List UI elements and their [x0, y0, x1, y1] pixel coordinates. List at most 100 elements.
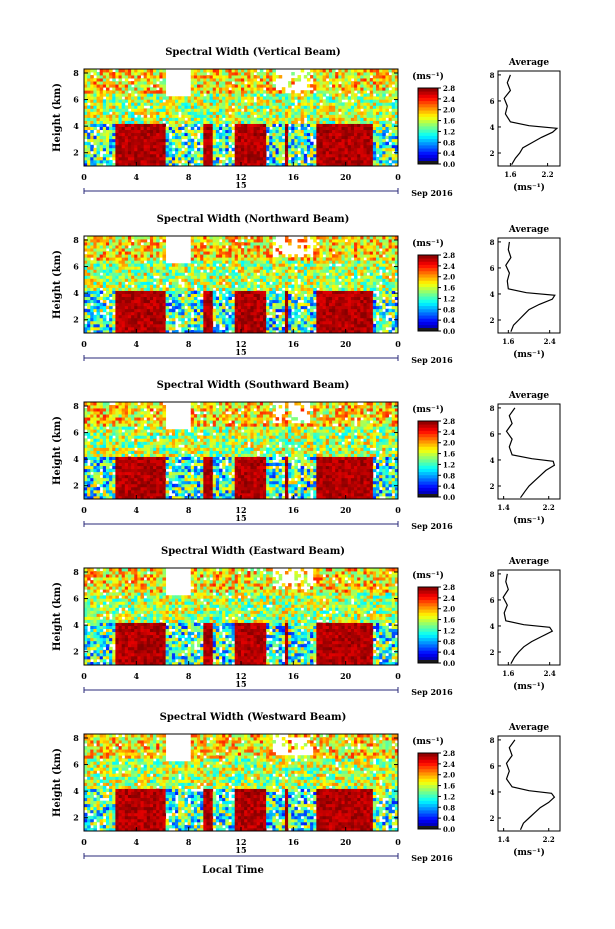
- heatmap-cell: [124, 117, 129, 121]
- heatmap-cell: [322, 111, 327, 115]
- heatmap-cell: [338, 75, 342, 79]
- heatmap-cell: [140, 153, 145, 158]
- heatmap-cell: [272, 78, 276, 82]
- heatmap-cell: [118, 69, 123, 73]
- heatmap-cell: [247, 329, 251, 334]
- heatmap-cell: [178, 96, 182, 100]
- heatmap-cell: [212, 87, 217, 91]
- heatmap-cell: [275, 269, 280, 273]
- heatmap-cell: [388, 132, 393, 137]
- heatmap-cell: [269, 254, 273, 258]
- heatmap-cell: [366, 126, 371, 131]
- heatmap-cell: [102, 308, 107, 313]
- heatmap-cell: [259, 284, 264, 288]
- heatmap-cell: [369, 105, 374, 109]
- heatmap-cell: [382, 117, 386, 121]
- heatmap-cell: [102, 323, 107, 328]
- heatmap-cell: [190, 87, 195, 91]
- heatmap-cell: [341, 117, 346, 121]
- heatmap-cell: [335, 90, 339, 94]
- heatmap-cell: [222, 93, 226, 97]
- heatmap-cell: [90, 129, 94, 134]
- heatmap-cell: [197, 87, 201, 91]
- heatmap-cell: [206, 108, 210, 112]
- heatmap-cell: [146, 269, 151, 273]
- heatmap-cell: [193, 296, 198, 301]
- heatmap-cell: [234, 108, 239, 112]
- heatmap-cell: [288, 135, 292, 140]
- heatmap-cell: [338, 96, 342, 100]
- heatmap-cell: [140, 90, 145, 94]
- heatmap-cell: [178, 323, 182, 328]
- heatmap-cell: [168, 272, 173, 276]
- heatmap-cell: [109, 117, 113, 121]
- heatmap-cell: [300, 329, 305, 334]
- heatmap-cell: [109, 75, 113, 79]
- heatmap-cell: [322, 69, 327, 73]
- heatmap-cell: [212, 120, 217, 124]
- heatmap-cell: [175, 278, 179, 282]
- heatmap-cell: [228, 314, 232, 319]
- heatmap-cell: [190, 242, 195, 246]
- heatmap-cell: [244, 296, 248, 301]
- heatmap-cell: [369, 135, 374, 140]
- heatmap-cell: [303, 278, 308, 282]
- heatmap-cell: [256, 275, 261, 279]
- heatmap-cell: [284, 135, 289, 140]
- heatmap-cell: [231, 320, 236, 325]
- heatmap-cell: [316, 117, 320, 121]
- heatmap-cell: [244, 75, 248, 79]
- heatmap-cell: [300, 320, 305, 325]
- heatmap-cell: [272, 138, 276, 143]
- heatmap-cell: [256, 138, 261, 143]
- heatmap-cell: [347, 102, 352, 106]
- heatmap-cell: [181, 317, 185, 322]
- heatmap-cell: [162, 147, 167, 152]
- heatmap-cell: [284, 102, 289, 106]
- heatmap-cell: [259, 254, 264, 258]
- heatmap-cell: [322, 105, 327, 109]
- heatmap-cell: [275, 293, 280, 298]
- heatmap-cell: [203, 293, 207, 298]
- heatmap-cell: [96, 260, 101, 264]
- heatmap-cell: [134, 296, 138, 301]
- heatmap-cell: [219, 257, 223, 261]
- heatmap-cell: [109, 120, 113, 124]
- heatmap-cell: [93, 299, 97, 304]
- heatmap-cell: [313, 120, 317, 124]
- heatmap-cell: [134, 302, 138, 307]
- heatmap-cell: [294, 123, 298, 127]
- heatmap-cell: [269, 275, 273, 279]
- heatmap-cell: [165, 126, 170, 131]
- heatmap-cell: [149, 269, 154, 273]
- heatmap-cell: [187, 156, 192, 161]
- heatmap-cell: [137, 72, 141, 76]
- heatmap-cell: [272, 257, 276, 261]
- heatmap-cell: [253, 239, 258, 243]
- heatmap-cell: [266, 263, 270, 267]
- heatmap-cell: [325, 147, 330, 152]
- heatmap-cell: [137, 123, 141, 127]
- heatmap-cell: [87, 302, 91, 307]
- heatmap-cell: [115, 329, 119, 334]
- heatmap-cell: [175, 102, 179, 106]
- heatmap-cell: [297, 239, 302, 243]
- heatmap-cell: [250, 156, 254, 161]
- heatmap-cell: [237, 135, 242, 140]
- heatmap-cell: [379, 129, 383, 134]
- heatmap-cell: [250, 138, 254, 143]
- heatmap-cell: [187, 269, 192, 273]
- heatmap-cell: [316, 147, 320, 152]
- heatmap-cell: [193, 120, 198, 124]
- heatmap-cell: [382, 105, 386, 109]
- heatmap-cell: [335, 144, 339, 149]
- heatmap-cell: [181, 323, 185, 328]
- heatmap-cell: [209, 156, 214, 161]
- heatmap-cell: [143, 329, 148, 334]
- heatmap-cell: [84, 147, 88, 152]
- heatmap-cell: [184, 299, 189, 304]
- heatmap-cell: [253, 242, 258, 246]
- heatmap-cell: [225, 96, 229, 100]
- heatmap-cell: [275, 275, 280, 279]
- heatmap-cell: [203, 123, 207, 127]
